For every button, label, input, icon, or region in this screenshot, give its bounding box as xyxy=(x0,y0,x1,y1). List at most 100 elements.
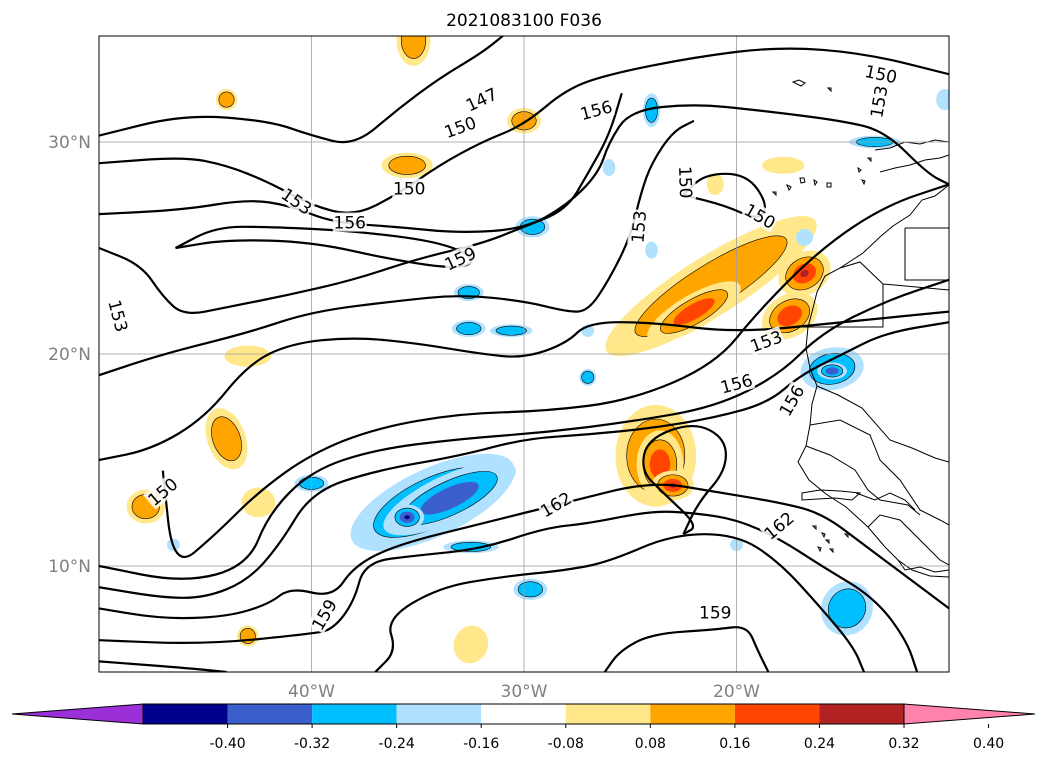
colorbar-extend-low xyxy=(11,703,144,725)
lon-axis: 40°W 30°W 20°W xyxy=(288,682,760,702)
height-contour xyxy=(99,278,949,580)
negative-anomaly-area xyxy=(602,158,616,176)
lat-tick-label: 30°N xyxy=(48,133,91,153)
negative-anomaly-area xyxy=(456,322,482,335)
positive-anomaly-area xyxy=(218,91,235,108)
positive-anomaly-area xyxy=(211,416,242,462)
contour-label-bg xyxy=(392,178,427,198)
colorbar-tick-label: 0.08 xyxy=(635,736,666,752)
height-contour xyxy=(99,92,623,314)
contour-label-bg xyxy=(307,595,341,634)
height-contour xyxy=(682,172,766,218)
contour-label-bg xyxy=(143,473,182,510)
negative-anomaly-area xyxy=(404,515,410,520)
positive-anomaly-area xyxy=(400,36,427,59)
contour-label-bg xyxy=(627,208,650,245)
contour-label-text: 159 xyxy=(699,604,731,624)
colorbar-tick-label: 0.32 xyxy=(888,736,919,752)
colorbar-tick-label: -0.08 xyxy=(548,736,584,752)
colorbar-tick-label: 0.40 xyxy=(973,736,1004,752)
contour-label: 150 xyxy=(392,178,427,200)
colorbar-cell xyxy=(565,704,651,724)
contour-label-bg xyxy=(740,199,780,233)
lon-tick-label: 20°W xyxy=(713,682,760,702)
negative-anomaly-area xyxy=(517,581,543,598)
colorbar: -0.40 -0.32 -0.24 -0.16 -0.08 0.08 0.16 0.24 0.3… xyxy=(11,703,1036,752)
colorbar-tick-label: -0.16 xyxy=(463,736,499,752)
contour-label: 159 xyxy=(698,602,733,624)
negative-anomaly-area xyxy=(936,89,949,111)
height-contour xyxy=(99,119,695,377)
contour-label-bg xyxy=(332,212,367,232)
madeira-islands xyxy=(791,79,832,93)
colorbar-cell xyxy=(227,704,313,724)
coastlines xyxy=(771,79,949,578)
colorbar-tick-label: -0.24 xyxy=(379,736,415,752)
negative-anomaly-area xyxy=(581,370,595,384)
lon-tick-label: 30°W xyxy=(501,682,548,702)
colorbar-cell xyxy=(650,704,735,724)
contour-label: 156 xyxy=(332,212,367,234)
border-4 xyxy=(816,385,949,463)
positive-anomaly-area xyxy=(706,173,724,195)
negative-anomaly-area xyxy=(495,325,527,336)
coastline-africa xyxy=(797,184,949,578)
lat-tick-label: 20°N xyxy=(48,345,91,365)
colorbar-cell xyxy=(734,704,820,724)
contour-label-bg xyxy=(746,326,786,356)
colorbar-cell xyxy=(396,704,482,724)
chart-title: 2021083100 F036 xyxy=(446,11,602,31)
border-2 xyxy=(904,227,949,281)
colorbar-cell xyxy=(143,704,228,724)
height-contours xyxy=(99,36,949,672)
border-9 xyxy=(855,492,916,511)
colorbar-cell xyxy=(819,704,904,724)
contour-label-bg xyxy=(759,507,798,544)
height-contour xyxy=(642,424,727,536)
colorbar-tick-label: 0.16 xyxy=(719,736,750,752)
positive-anomaly-area xyxy=(241,487,276,518)
border-3 xyxy=(839,261,949,291)
contour-label-bg xyxy=(866,83,891,121)
colorbar-cell xyxy=(481,704,566,724)
positive-anomaly-area xyxy=(777,305,802,327)
border-8 xyxy=(801,489,862,501)
border-7 xyxy=(867,514,949,566)
border-10 xyxy=(897,559,949,573)
negative-anomaly-area xyxy=(420,481,479,515)
lat-tick-label: 10°N xyxy=(48,557,91,577)
anomaly-shading xyxy=(126,36,949,664)
negative-anomaly-area xyxy=(796,228,813,246)
contour-label-bg xyxy=(577,96,616,124)
contour-label-bg xyxy=(105,296,133,335)
height-contour xyxy=(603,626,770,672)
positive-anomaly-area xyxy=(224,345,272,367)
contour-label-text: 156 xyxy=(334,214,366,234)
height-contour xyxy=(99,47,949,214)
cape-verde-islands xyxy=(811,525,849,554)
height-contour xyxy=(99,483,949,620)
colorbar-tick-label: -0.32 xyxy=(294,736,330,752)
positive-anomaly-area xyxy=(800,269,809,278)
contour-label-text: 150 xyxy=(393,180,425,200)
colorbar-cell xyxy=(312,704,397,724)
colorbar-tick-label: -0.40 xyxy=(209,736,245,752)
border-1 xyxy=(797,284,884,328)
height-contour xyxy=(99,321,949,599)
positive-anomaly-area xyxy=(673,298,715,325)
colorbar-tick-label: 0.24 xyxy=(804,736,835,752)
height-contour xyxy=(99,310,949,462)
contour-label-bg xyxy=(461,83,501,115)
colorbar-outline xyxy=(142,703,905,725)
contour-label-bg xyxy=(536,487,576,521)
contour-label: 153 xyxy=(627,208,651,245)
contour-label-bg xyxy=(774,380,809,420)
contour-label: 150 xyxy=(440,111,480,143)
height-contour xyxy=(99,660,227,672)
contour-label-bg xyxy=(862,60,900,87)
contour-label-bg xyxy=(717,369,756,397)
iberia-coast xyxy=(874,139,949,151)
contour-label-bg xyxy=(277,183,317,219)
height-contour xyxy=(99,36,504,144)
